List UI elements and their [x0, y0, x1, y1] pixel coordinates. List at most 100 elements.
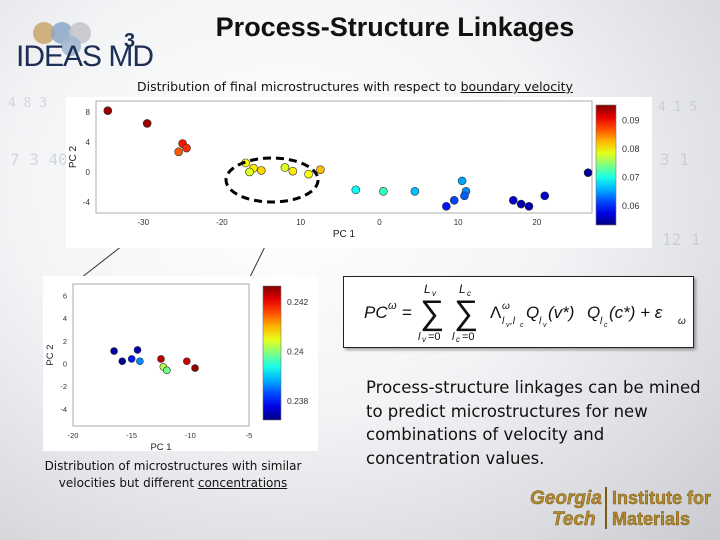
caption-line1: Distribution of microstructures with sim… [44, 459, 302, 473]
data-point [110, 347, 118, 355]
logo-text: IDEAS MD [16, 40, 154, 73]
eq-lambda-sub2: v [506, 322, 510, 329]
colorbar-tick-label: 0.09 [622, 115, 640, 125]
data-point [183, 357, 191, 366]
eq-sum2-top: L [459, 282, 466, 296]
eq-lambda-sup: ω [502, 301, 510, 312]
y-tick-label: 0 [86, 168, 91, 177]
data-point [516, 199, 526, 209]
y-tick-label: 0 [63, 360, 67, 369]
eq-sum2-bottom: l [452, 331, 455, 343]
eq-eps-sub: ω [678, 316, 686, 327]
data-point [316, 165, 325, 174]
data-point [103, 106, 113, 116]
x-tick-label: 10 [454, 218, 463, 227]
x-axis-label: PC 1 [150, 442, 171, 451]
eq-sum2: ∑ [454, 294, 478, 332]
y-tick-label: -2 [60, 382, 67, 391]
eq-q1-sub: l [539, 316, 542, 327]
y-tick-label: 4 [86, 138, 91, 147]
caption-line2-underlined: concentrations [197, 476, 288, 490]
data-point [136, 357, 144, 366]
data-point [540, 191, 550, 201]
data-point [288, 166, 298, 176]
data-point [457, 176, 467, 186]
plot-frame [72, 283, 250, 427]
x-tick-label: 20 [532, 218, 541, 227]
data-point [127, 355, 136, 363]
eq-lambda-sub4: c [520, 322, 524, 329]
data-point [182, 143, 191, 153]
data-point [133, 346, 142, 354]
x-tick-label: -20 [216, 218, 228, 227]
data-point [280, 163, 290, 172]
caption-line2-text: velocities but different [58, 476, 198, 490]
eq-lambda: Λ [490, 303, 502, 322]
data-point [257, 166, 266, 175]
data-point [583, 168, 593, 177]
eq-sum2-bottom-eq: =0 [462, 331, 475, 343]
gt-inst1: Institute for [612, 488, 711, 508]
equation: PC ω = ∑ L v l v =0 ∑ L c l c =0 Λ ω l v… [364, 282, 686, 344]
eq-sum2-top-sub: c [467, 289, 471, 298]
x-tick-label: -10 [185, 431, 196, 440]
data-point [442, 201, 451, 211]
x-tick-label: -15 [126, 431, 137, 440]
eq-q2-sub2: c [604, 322, 608, 329]
eq-q2-arg: (c*) + ε [609, 303, 663, 322]
scatter-plot-velocity: -30 -20 10 0 10 20 8 4 0 -4 PC 1 PC 2 0.09 0.08 0.07 0.… [66, 97, 652, 248]
y-tick-label: 2 [63, 337, 67, 346]
scatter-plot-velocity-svg: -30 -20 10 0 10 20 8 4 0 -4 PC 1 PC 2 0.09 0.08 0.07 0.… [68, 100, 640, 240]
y-tick-label: 6 [63, 291, 67, 300]
colorbar-tick-label: 0.242 [287, 297, 309, 307]
y-tick-label: 8 [86, 108, 91, 117]
eq-q1-sub2: v [543, 322, 547, 329]
colorbar [595, 104, 617, 226]
data-point [142, 119, 152, 128]
gt-inst2: Materials [612, 509, 690, 529]
plot1-heading: Distribution of final microstructures wi… [0, 79, 715, 94]
colorbar-tick-label: 0.238 [287, 396, 309, 406]
eq-sum1-bottom: l [418, 331, 421, 343]
colorbar-tick-label: 0.06 [622, 201, 640, 211]
data-point [410, 187, 420, 196]
y-axis-label: PC 2 [68, 145, 79, 168]
data-point [118, 357, 127, 366]
eq-lambda-sub: l [502, 316, 505, 327]
eq-sum1-bottom-sub: v [422, 335, 427, 344]
background-digits: 3 1 [660, 150, 689, 169]
plot1-heading-text: Distribution of final microstructures wi… [137, 79, 461, 94]
eq-sum1-bottom-eq: =0 [428, 331, 441, 343]
data-point [191, 364, 199, 372]
data-point [304, 169, 313, 179]
x-tick-label: 10 [296, 218, 305, 227]
background-digits: 7 3 40 [10, 150, 68, 169]
data-point [460, 191, 469, 201]
eq-q2-sub: l [600, 316, 603, 327]
georgia-tech-materials-logo: Georgia Tech Institute for Materials [528, 485, 716, 531]
slide-title: Process-Structure Linkages [215, 12, 575, 42]
data-point [449, 196, 459, 205]
background-digits: 4 1 5 [658, 100, 698, 115]
x-tick-label: -5 [246, 431, 253, 440]
eq-sum2-bottom-sub: c [456, 335, 460, 344]
y-tick-label: 4 [63, 314, 67, 323]
y-axis-label: PC 2 [45, 344, 56, 365]
plot1-heading-underlined: boundary velocity [460, 79, 573, 94]
data-point [351, 185, 361, 195]
eq-lambda-sub3: ,l [510, 316, 516, 327]
data-point [379, 187, 388, 196]
colorbar [262, 285, 282, 421]
y-tick-label: -4 [83, 198, 91, 207]
plot-frame [95, 100, 593, 214]
equation-box: PC ω = ∑ L v l v =0 ∑ L c l c =0 Λ ω l v… [343, 276, 694, 348]
eq-q1: Q [526, 303, 539, 322]
plot2-caption: Distribution of microstructures with sim… [28, 458, 318, 492]
eq-sum1: ∑ [420, 294, 444, 332]
x-tick-label: -30 [137, 218, 149, 227]
data-point [163, 366, 171, 375]
data-point [524, 201, 534, 211]
body-paragraph: Process-structure linkages can be mined … [366, 378, 701, 468]
y-tick-label: -4 [60, 405, 67, 414]
logo-superscript: 3 [124, 30, 136, 52]
